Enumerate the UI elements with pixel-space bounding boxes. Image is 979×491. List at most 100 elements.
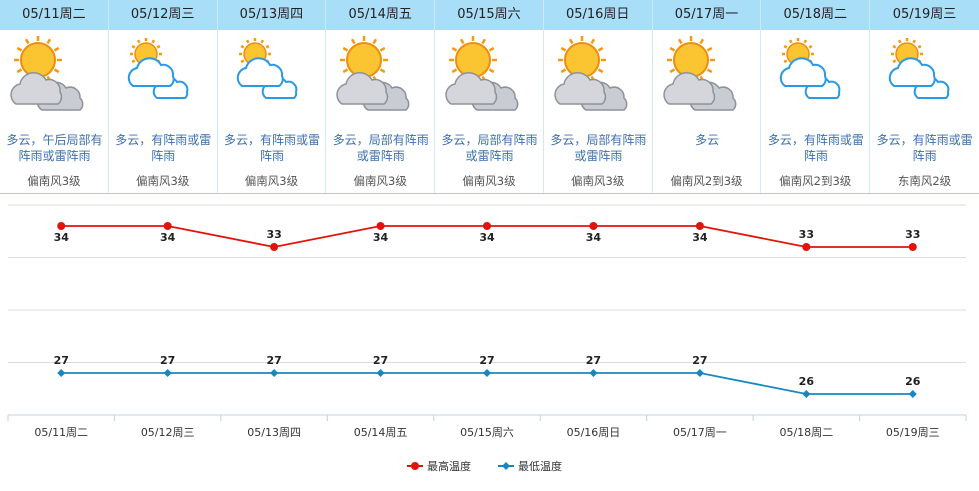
sun [20,42,56,78]
wind: 偏南风3级 [135,174,190,188]
weather-icon [10,36,84,111]
sun-ray [156,44,161,49]
marker [695,222,704,230]
weather-icon [236,38,297,99]
cloud [662,72,715,105]
data-label: 27 [160,354,175,367]
data-label: 34 [160,231,176,244]
weather-icon [780,38,841,99]
sun-ray [706,68,713,74]
sun-ray [136,39,141,44]
sun-ray [803,39,808,44]
day-date: 05/17周一 [652,0,761,30]
cloud [10,72,63,105]
sun-ray [151,39,155,44]
weather-desc: 多云，午后局部有阵雨或雷阵雨 [6,133,103,163]
data-label: 27 [692,354,707,367]
weather-desc: 多云 [695,133,720,147]
weather-icon [888,38,950,99]
x-tick-label: 05/11周二 [34,426,88,439]
sun-ray [46,38,52,45]
data-label: 33 [266,228,281,241]
sun-ray [892,59,897,64]
cloud [336,72,389,105]
day-date: 05/13周四 [217,0,326,30]
sun-ray [53,68,60,74]
x-tick-label: 05/12周三 [141,426,195,439]
day-column: 05/17周一多云偏南风2到3级 [652,0,762,193]
data-label: 34 [373,231,389,244]
weather-desc: 多云，有阵雨或雷阵雨 [876,133,973,163]
sun-ray [917,44,922,49]
wind: 偏南风2到3级 [670,174,743,188]
sun-ray [16,68,23,74]
marker [376,369,385,377]
data-label: 27 [586,354,601,367]
day-date: 05/18周二 [761,0,870,30]
data-label: 27 [54,354,69,367]
day-column: 05/13周四 多云，有阵雨或雷阵雨 偏南风3级 [217,0,327,193]
sun [346,42,383,78]
x-tick-label: 05/16周日 [567,426,621,439]
x-tick-label: 05/13周四 [247,426,301,439]
sun-ray [783,59,788,64]
marker [908,390,917,398]
wind: 偏南风3级 [462,174,516,188]
marker [483,222,491,230]
sun-ray [560,68,566,74]
sun-ray [451,68,458,74]
marker [57,222,66,230]
sun-ray [265,44,270,49]
sun-ray [372,38,378,45]
sun-ray [898,39,902,44]
sun-ray [597,68,604,74]
sun-ray [380,68,386,74]
sun-ray [16,46,23,52]
wind: 偏南风3级 [244,174,299,188]
data-label: 33 [905,228,920,241]
sun-ray [677,38,683,45]
sun-ray [451,46,458,52]
forecast-strip: 05/11周二 多云，午后局部有阵雨或雷阵雨 偏南风3级 05/12周三 多云，有阵雨或… [0,0,979,194]
day-column: 05/12周三 多云，有阵雨或雷阵雨 偏南风3级 [108,0,218,193]
marker [589,369,598,377]
sun-ray [481,38,487,45]
chart: 05/11周二 05/12周三 05/13周四 05/14周五 05/15周六 05/16… [7,204,967,473]
sun-ray [669,46,675,52]
cloud [445,72,498,105]
cloud [127,57,175,87]
sun-ray [706,46,713,52]
sun-ray [789,39,793,44]
sun [563,42,600,78]
data-label: 34 [54,231,70,244]
sun-ray [131,59,136,64]
sun-ray [459,38,465,45]
data-label: 27 [479,354,494,367]
sun-ray [53,46,60,52]
legend-label: 最高温度 [427,459,471,473]
cloud [554,72,607,105]
x-tick-label: 05/18周二 [779,426,833,439]
weather-desc: 多云，局部有阵雨或雷阵雨 [332,133,429,163]
x-tick-label: 05/14周五 [354,426,408,439]
sun-ray [669,68,675,74]
marker [163,369,172,377]
weather-icon [445,36,519,111]
sun-ray [131,44,136,49]
sun-ray [808,44,813,49]
weather-icon [336,36,410,111]
day-date: 05/14周五 [326,0,435,30]
day-column: 05/16周日 多云，局部有阵雨或雷阵雨 偏南风3级 [543,0,653,193]
day-date: 05/19周三 [870,0,979,30]
wind: 偏南风3级 [27,174,81,188]
sun-ray [892,44,897,49]
sun-ray [590,38,595,45]
weather-desc: 多云，局部有阵雨或雷阵雨 [550,133,647,163]
data-label: 27 [373,354,388,367]
day-column: 05/19周三 多云，有阵雨或雷阵雨 东南风2级 [870,0,979,193]
weather-icon [554,36,628,111]
sun-ray [24,38,30,45]
day-column: 05/14周五 多云，局部有阵雨或雷阵雨 偏南风3级 [326,0,436,193]
x-tick-label: 05/19周三 [886,426,940,439]
